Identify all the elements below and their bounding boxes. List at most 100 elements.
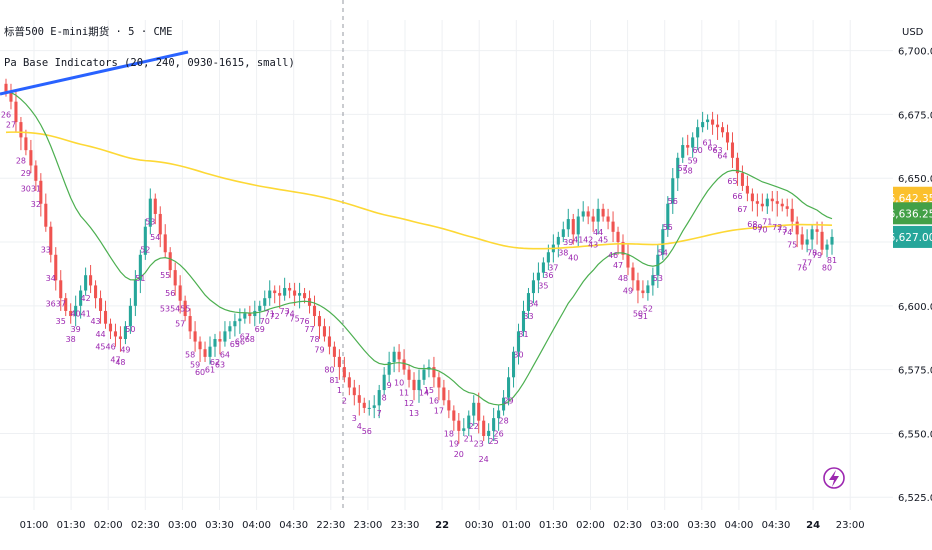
bar-count-label: 60 — [693, 146, 703, 155]
bar-count-label: 68 — [747, 220, 757, 229]
candle — [696, 119, 700, 151]
candle — [790, 198, 794, 232]
candle — [442, 379, 446, 406]
candle — [576, 208, 580, 248]
trendline[interactable] — [0, 50, 189, 96]
time-tick-label: 04:30 — [762, 520, 791, 531]
svg-text:6,642.35: 6,642.35 — [889, 193, 932, 205]
bar-count-label: 8 — [382, 394, 387, 403]
candle — [69, 303, 73, 324]
candle — [601, 203, 605, 222]
bar-count-label: 53 — [145, 218, 155, 227]
bar-count-label: 10 — [394, 378, 404, 387]
time-axis[interactable]: 01:00 01:30 02:00 02:30 03:00 03:30 04:00 04:30… — [20, 520, 865, 531]
bar-count-label: 46 — [608, 251, 618, 260]
bar-count-label: 64 — [717, 151, 727, 160]
candle — [785, 198, 789, 217]
candle — [34, 160, 38, 191]
candle — [770, 190, 774, 212]
bar-count-label: 79 — [812, 251, 822, 260]
bar-count-label: 66 — [732, 192, 742, 201]
candle — [64, 293, 68, 317]
price-axis[interactable]: 6,700.006,675.006,650.006,625.006,600.00… — [898, 47, 932, 505]
bar-count-label: 77 — [802, 258, 812, 267]
candle — [402, 349, 406, 375]
time-tick-label: 04:30 — [279, 520, 308, 531]
bar-count-label: 67 — [737, 205, 747, 214]
candle — [716, 114, 720, 140]
bar-count-label: 59 — [688, 156, 698, 165]
candle — [327, 326, 331, 355]
candle — [720, 122, 725, 138]
candle — [168, 247, 172, 278]
candle — [317, 310, 322, 340]
bar-count-label: 62 — [210, 358, 220, 367]
bar-count-label: 58 — [185, 350, 195, 359]
price-tick-label: 6,600.00 — [898, 302, 932, 313]
time-tick-label: 23:00 — [836, 520, 865, 531]
candle — [492, 407, 496, 442]
candle — [780, 198, 784, 212]
candle — [487, 423, 491, 444]
bar-count-label: 81 — [827, 256, 837, 265]
ema-240-line — [5, 131, 833, 250]
symbol-title[interactable]: 标普500 E-mini期货 · 5 · CME — [4, 25, 172, 38]
bar-count-label: 4546 — [95, 343, 115, 352]
bar-count-label: 2 — [342, 396, 347, 405]
candle — [497, 405, 501, 431]
time-tick-label: 01:30 — [539, 520, 568, 531]
candle — [561, 221, 565, 243]
candle — [268, 280, 272, 306]
candle — [158, 206, 162, 248]
time-tick-label: 23:00 — [353, 520, 382, 531]
candle — [750, 188, 754, 212]
candle — [118, 326, 122, 352]
bar-count-label: 78 — [807, 248, 817, 257]
candle — [631, 262, 635, 291]
candle — [367, 400, 371, 416]
candle — [681, 137, 685, 163]
bar-count-label: 32 — [31, 200, 41, 209]
price-tick-label: 6,575.00 — [898, 366, 932, 377]
candle — [676, 152, 680, 191]
candle — [511, 346, 516, 388]
candle — [74, 295, 78, 327]
candle — [795, 216, 799, 248]
candle — [805, 229, 809, 253]
candle — [19, 116, 23, 151]
bar-count-label: 54 — [658, 248, 668, 257]
bar-count-label: 25 — [489, 437, 499, 446]
currency-label[interactable]: USD — [902, 27, 924, 38]
candle — [263, 290, 267, 311]
candle — [138, 249, 142, 294]
candle — [248, 305, 252, 324]
candle — [636, 272, 640, 304]
candle — [432, 356, 436, 388]
price-badges: 6,642.35 6,636.25 6,627.00 — [889, 186, 932, 248]
candle — [133, 270, 137, 317]
bar-count-label: 42 — [583, 236, 593, 245]
price-tick-label: 6,700.00 — [898, 47, 932, 58]
bar-count-label: 67 — [240, 332, 250, 341]
bar-count-label: 14 — [419, 389, 429, 398]
candle — [352, 379, 356, 406]
candle — [740, 165, 744, 191]
candle — [457, 413, 461, 444]
candle — [591, 208, 595, 232]
bar-count-label: 33 — [523, 312, 533, 321]
time-tick-label: 02:00 — [94, 520, 123, 531]
candle — [203, 341, 207, 362]
candle — [347, 372, 351, 396]
indicator-legend[interactable]: Pa Base Indicators (20, 240, 0930-1615, … — [4, 57, 295, 69]
candle — [392, 346, 396, 373]
candle — [322, 318, 327, 342]
lightning-icon[interactable] — [823, 467, 845, 489]
candle — [745, 175, 749, 202]
candle — [765, 193, 769, 214]
candle — [820, 221, 824, 255]
candle — [571, 213, 575, 245]
bar-count-label: 57 — [678, 164, 688, 173]
candle — [830, 229, 834, 255]
time-tick-label: 00:30 — [465, 520, 494, 531]
